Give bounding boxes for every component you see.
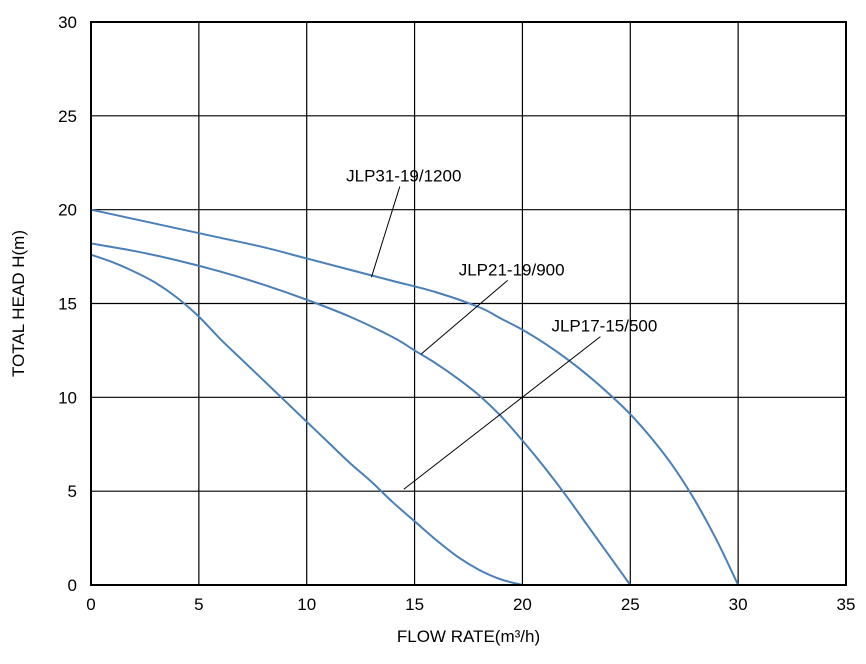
y-tick-label: 5: [68, 482, 77, 501]
y-tick-label: 15: [58, 295, 77, 314]
annotation-label-3: JLP17-15/500: [551, 317, 657, 336]
x-tick-label: 5: [194, 595, 203, 614]
annotation-leader-3: [403, 336, 601, 490]
annotation-leader-2: [420, 279, 508, 355]
x-tick-label: 25: [621, 595, 640, 614]
series-line-2: [90, 242, 632, 586]
x-tick-label: 35: [837, 595, 856, 614]
annotation-label-2: JLP21-19/900: [459, 260, 565, 279]
x-tick-label: 10: [297, 595, 316, 614]
x-tick-label: 0: [86, 595, 95, 614]
annotation-labels: JLP31-19/1200 JLP21-19/900 JLP17-15/500: [346, 167, 657, 336]
y-tick-label: 20: [58, 201, 77, 220]
y-tick-label: 0: [68, 576, 77, 595]
y-tick-label: 10: [58, 388, 77, 407]
annotation-label-1: JLP31-19/1200: [346, 167, 461, 186]
x-tick-label: 30: [729, 595, 748, 614]
series-lines: [90, 208, 740, 586]
y-axis-title: TOTAL HEAD H(m): [9, 230, 28, 377]
y-tick-label: 25: [58, 107, 77, 126]
y-tick-label: 30: [58, 13, 77, 32]
annotation-leaders: [370, 186, 601, 490]
annotation-leader-1: [370, 186, 401, 278]
x-tick-labels: 0 5 10 15 20 25 30 35: [86, 595, 855, 614]
x-tick-label: 20: [513, 595, 532, 614]
x-tick-label: 15: [405, 595, 424, 614]
x-axis-title: FLOW RATE(m³/h): [397, 627, 540, 646]
plot-frame: [90, 21, 847, 586]
series-line-1: [90, 208, 740, 586]
y-tick-labels: 0 5 10 15 20 25 30: [58, 13, 77, 595]
series-line-3: [90, 253, 523, 586]
